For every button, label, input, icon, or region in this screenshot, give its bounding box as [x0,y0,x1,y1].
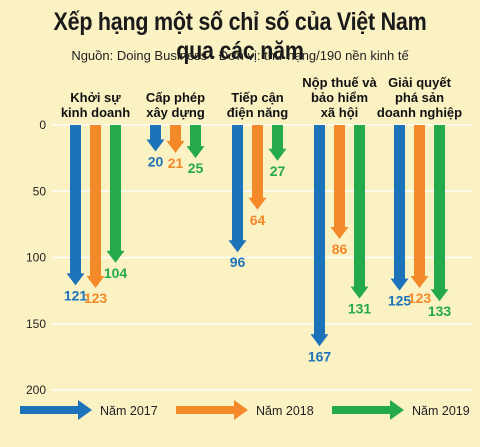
bar [186,125,205,159]
data-label: 21 [168,155,184,171]
bar [330,125,349,239]
y-axis: 0 50 100 150 200 [26,118,46,397]
data-label: 86 [332,241,348,257]
data-label: 20 [148,154,164,170]
category-label: Nộp thuế và [302,75,377,90]
category-label: doanh nghiệp [377,105,462,120]
bar [430,125,449,302]
category-label: Cấp phép [146,90,205,105]
legend-label: Năm 2019 [412,404,470,418]
chart-title: Xếp hạng một số chỉ số của Việt Nam qua … [53,8,427,65]
category-label: xã hội [321,105,359,120]
bar [106,125,125,263]
data-label: 123 [84,290,108,306]
chart-subtitle: Nguồn: Doing Business - Đơn vị: thứ hạng… [71,48,409,63]
bar [248,125,267,210]
data-label: 121 [64,287,88,303]
category-label: kinh doanh [61,105,130,120]
y-tick-label: 0 [39,118,46,132]
bar [268,125,287,161]
category-label: điện năng [227,105,288,120]
y-tick-label: 50 [33,184,47,198]
data-label: 96 [230,254,246,270]
y-tick-label: 100 [26,251,46,265]
bar [66,125,85,286]
legend: Năm 2017 Năm 2018 Năm 2019 [20,400,470,420]
category-label: xây dựng [146,105,205,120]
legend-arrow-icon [332,400,404,420]
bar [390,125,409,291]
data-label: 25 [188,160,204,176]
y-tick-label: 200 [26,383,46,397]
legend-arrow-icon [20,400,92,420]
bar [146,125,165,152]
category-label: phá sản [395,90,444,105]
data-label: 104 [104,265,128,281]
bar [86,125,105,288]
bar [410,125,429,288]
data-label: 123 [408,290,432,306]
category-label: Giải quyết [388,75,452,90]
data-label: 133 [428,303,452,319]
y-tick-label: 150 [26,317,46,331]
category-label: bảo hiểm [311,90,368,105]
bar [310,125,329,347]
legend-arrow-icon [176,400,248,420]
bar [350,125,369,299]
legend-label: Năm 2017 [100,404,158,418]
legend-label: Năm 2018 [256,404,314,418]
data-label: 64 [250,212,266,228]
data-label: 167 [308,348,332,364]
data-label: 131 [348,301,372,317]
data-label: 27 [270,163,286,179]
bar [166,125,185,153]
data-label: 125 [388,293,412,309]
bar [228,125,247,253]
category-label: Khởi sự [70,90,121,105]
category-label: Tiếp cận [231,90,284,105]
